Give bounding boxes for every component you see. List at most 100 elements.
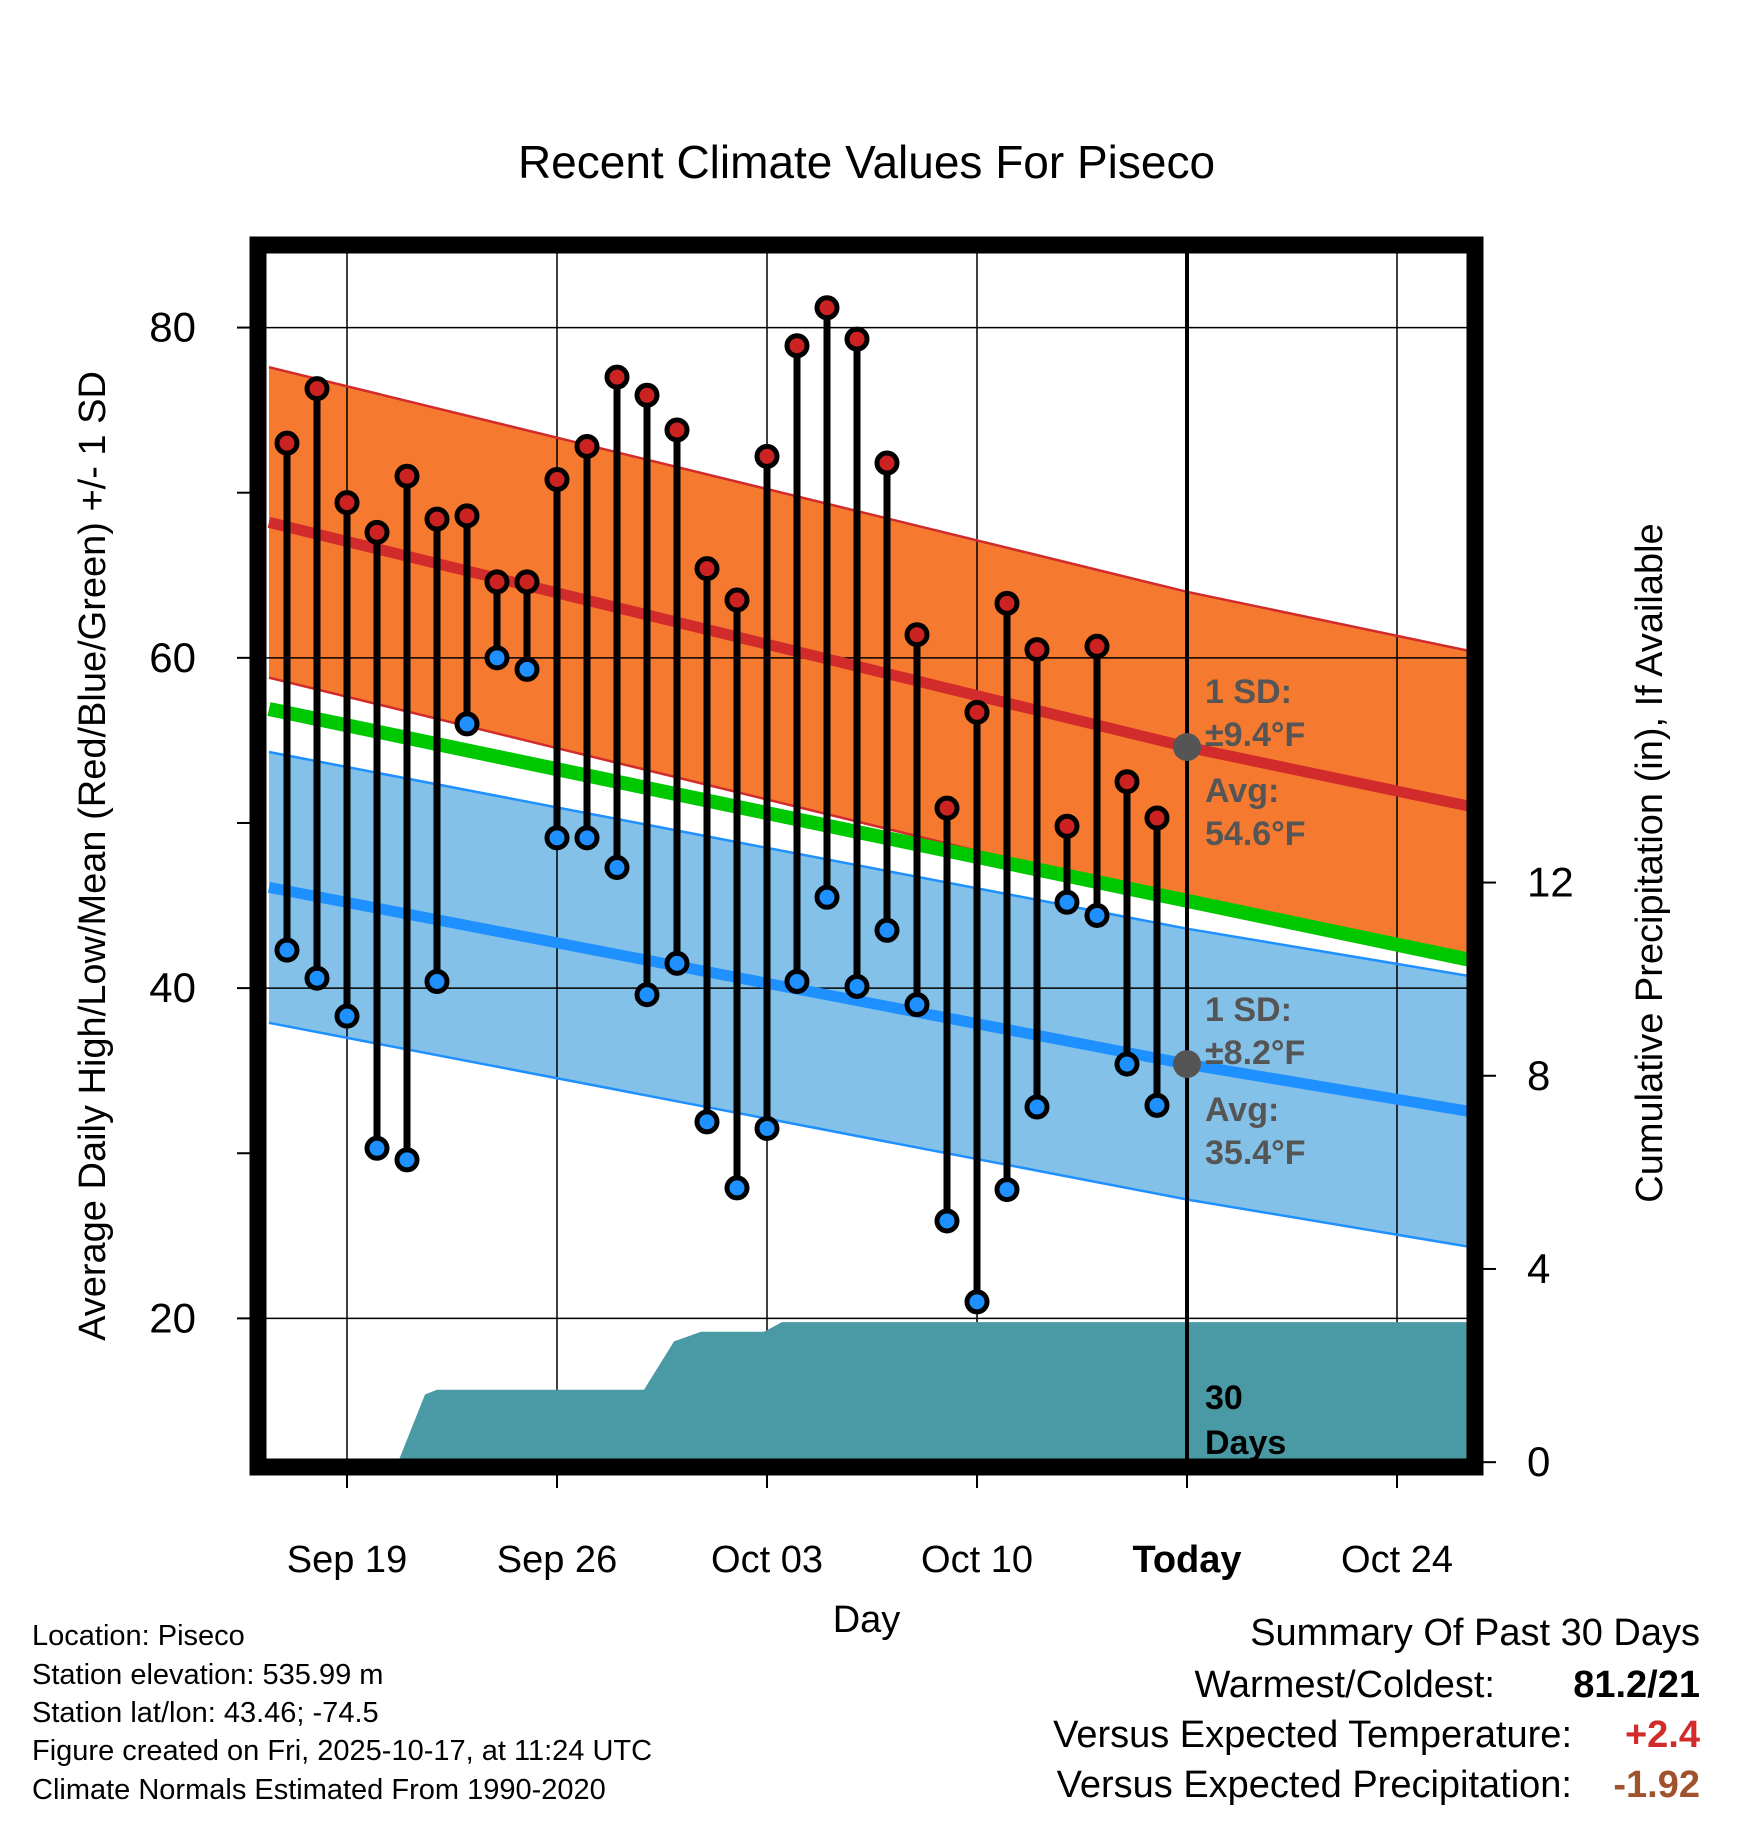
x-tick-label-4: Today xyxy=(1132,1539,1241,1581)
y-axis-label: Average Daily High/Low/Mean (Red/Blue/Gr… xyxy=(72,371,114,1341)
low-point-1 xyxy=(304,965,330,991)
high-point-18 xyxy=(814,295,840,321)
low-point-18 xyxy=(814,884,840,910)
high-point-3 xyxy=(364,519,390,545)
y-tick-label-0: 20 xyxy=(149,1294,196,1341)
x-tick-label-0: Sep 19 xyxy=(287,1539,407,1581)
low-point-4 xyxy=(394,1147,420,1173)
y-tick-label-3: 80 xyxy=(149,304,196,351)
low-point-15 xyxy=(724,1175,750,1201)
temp-label: Versus Expected Temperature: xyxy=(1053,1714,1572,1756)
high-point-8 xyxy=(514,569,540,595)
y2-tick-label-3: 12 xyxy=(1527,859,1574,906)
summary-title: Summary Of Past 30 Days xyxy=(1250,1612,1700,1654)
y2-tick-label-1: 4 xyxy=(1527,1245,1550,1292)
low-point-21 xyxy=(904,992,930,1018)
high-point-21 xyxy=(904,622,930,648)
low-point-12 xyxy=(634,982,660,1008)
high-point-22 xyxy=(934,795,960,821)
high-point-12 xyxy=(634,382,660,408)
warmest-label: Warmest/Coldest: xyxy=(1194,1664,1495,1706)
normals-text: Climate Normals Estimated From 1990-2020 xyxy=(32,1774,606,1806)
chart-title: Recent Climate Values For Piseco xyxy=(518,136,1215,188)
high-point-19 xyxy=(844,326,870,352)
today-low-normal-marker xyxy=(1173,1050,1201,1079)
low-avg-label-2: 35.4°F xyxy=(1205,1134,1306,1172)
low-point-14 xyxy=(694,1109,720,1135)
high-point-23 xyxy=(964,699,990,725)
x-axis-label: Day xyxy=(833,1599,901,1641)
y2-tick-label-0: 0 xyxy=(1527,1438,1550,1485)
low-point-19 xyxy=(844,973,870,999)
y-tick-label-2: 60 xyxy=(149,634,196,681)
x-tick-label-3: Oct 10 xyxy=(921,1539,1033,1581)
low-point-22 xyxy=(934,1208,960,1234)
x-tick-label-5: Oct 24 xyxy=(1341,1539,1453,1581)
high-point-15 xyxy=(724,587,750,613)
low-point-20 xyxy=(874,917,900,943)
location-text: Location: Piseco xyxy=(32,1620,245,1652)
low-point-0 xyxy=(274,937,300,963)
x-tick-label-1: Sep 26 xyxy=(497,1539,617,1581)
days-label-2: Days xyxy=(1205,1424,1286,1462)
high-point-14 xyxy=(694,556,720,582)
low-point-25 xyxy=(1024,1094,1050,1120)
high-point-0 xyxy=(274,430,300,456)
high-point-28 xyxy=(1114,769,1140,795)
high-point-1 xyxy=(304,376,330,402)
high-point-17 xyxy=(784,333,810,359)
high-point-24 xyxy=(994,590,1020,616)
high-point-7 xyxy=(484,569,510,595)
high-point-29 xyxy=(1144,805,1170,831)
warmest-value: 81.2/21 xyxy=(1573,1664,1700,1706)
summary-temp-row: Versus Expected Temperature: +2.4 xyxy=(0,1714,1700,1762)
plot-frame xyxy=(249,236,1484,1476)
elevation-text: Station elevation: 535.99 m xyxy=(32,1659,384,1691)
high-point-27 xyxy=(1084,633,1110,659)
low-point-9 xyxy=(544,825,570,851)
precip-value: -1.92 xyxy=(1613,1764,1700,1806)
high-avg-label-1: Avg: xyxy=(1205,772,1279,810)
y2-tick-label-2: 8 xyxy=(1527,1052,1550,1099)
x-tick-label-2: Oct 03 xyxy=(711,1539,823,1581)
days-label-1: 30 xyxy=(1205,1379,1243,1417)
today-high-normal-marker xyxy=(1173,733,1201,762)
high-sd-label-2: ±9.4°F xyxy=(1205,716,1305,754)
y2-axis-label: Cumulative Precipitation (in), If Availa… xyxy=(1629,523,1671,1202)
summary-precip-row: Versus Expected Precipitation: -1.92 xyxy=(0,1764,1700,1812)
low-point-24 xyxy=(994,1177,1020,1203)
high-point-16 xyxy=(754,443,780,469)
low-point-13 xyxy=(664,950,690,976)
high-point-20 xyxy=(874,450,900,476)
low-point-16 xyxy=(754,1115,780,1141)
high-point-26 xyxy=(1054,813,1080,839)
low-avg-label-1: Avg: xyxy=(1205,1091,1279,1129)
created-text: Figure created on Fri, 2025-10-17, at 11… xyxy=(32,1735,653,1767)
y-tick-label-1: 40 xyxy=(149,964,196,1011)
low-point-23 xyxy=(964,1289,990,1315)
low-point-10 xyxy=(574,825,600,851)
high-point-13 xyxy=(664,417,690,443)
summary-warmest-row: Warmest/Coldest: 81.2/21 xyxy=(0,1664,1700,1712)
low-point-17 xyxy=(784,969,810,995)
high-point-11 xyxy=(604,364,630,390)
low-point-29 xyxy=(1144,1092,1170,1118)
high-point-10 xyxy=(574,433,600,459)
latlon-text: Station lat/lon: 43.46; -74.5 xyxy=(32,1697,379,1729)
low-point-7 xyxy=(484,645,510,671)
precip-label: Versus Expected Precipitation: xyxy=(1056,1764,1572,1806)
high-point-4 xyxy=(394,463,420,489)
low-point-26 xyxy=(1054,889,1080,915)
low-point-6 xyxy=(454,711,480,737)
high-point-9 xyxy=(544,466,570,492)
low-point-5 xyxy=(424,969,450,995)
high-point-2 xyxy=(334,490,360,516)
high-point-6 xyxy=(454,503,480,529)
high-point-5 xyxy=(424,506,450,532)
precip-area xyxy=(398,1322,1475,1467)
temp-value: +2.4 xyxy=(1624,1714,1700,1756)
low-point-27 xyxy=(1084,902,1110,928)
low-point-8 xyxy=(514,656,540,682)
low-point-11 xyxy=(604,855,630,881)
